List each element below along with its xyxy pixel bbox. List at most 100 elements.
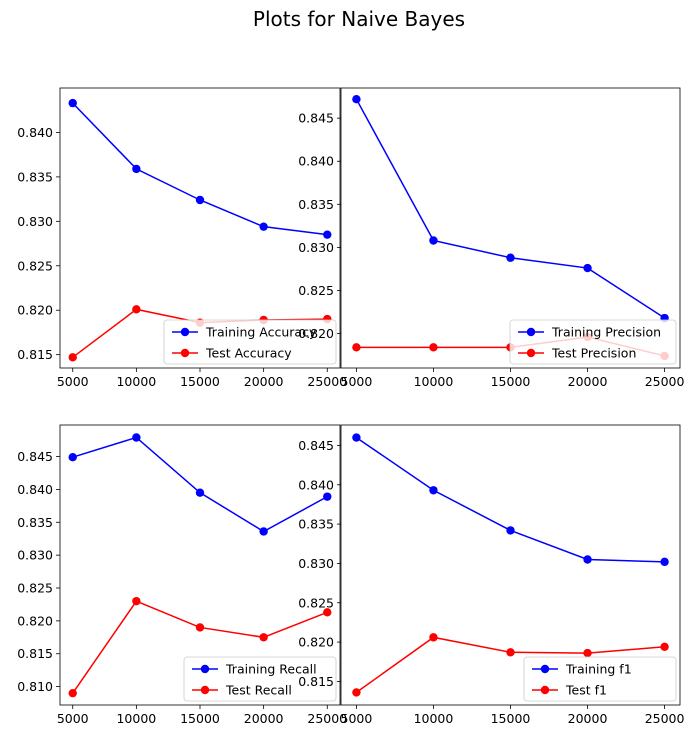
legend-marker xyxy=(200,685,210,695)
series-line-training xyxy=(72,102,328,236)
x-tick-label: 5000 xyxy=(57,711,89,726)
x-tick-label: 20000 xyxy=(568,711,608,726)
data-point xyxy=(429,236,438,245)
figure-title: Plots for Naive Bayes xyxy=(253,7,465,31)
y-tick-label: 0.845 xyxy=(17,449,53,464)
y-tick-label: 0.835 xyxy=(298,517,334,532)
subplots-container: 5000 10000 15000 20000 25000 0.815 0.820 0.825 0… xyxy=(17,87,685,726)
legend-box xyxy=(523,656,677,702)
y-tick-label: 0.815 xyxy=(17,646,53,661)
legend-marker xyxy=(526,327,536,337)
x-tick-label: 10000 xyxy=(116,374,156,389)
y-tick-label: 0.840 xyxy=(17,482,53,497)
y-tick-label: 0.830 xyxy=(298,556,334,571)
y-tick-label: 0.830 xyxy=(17,214,53,229)
data-point xyxy=(660,642,669,651)
data-point xyxy=(132,433,141,442)
x-tick-label: 10000 xyxy=(414,374,454,389)
legend: Training Recall Test Recall xyxy=(183,656,337,702)
legend-label: Test Recall xyxy=(225,683,292,698)
legend-marker xyxy=(200,664,210,674)
series-line-training xyxy=(72,436,328,533)
data-point xyxy=(583,263,592,273)
subplot-1: 5000 10000 15000 20000 25000 0.815 0.820 0.825 0… xyxy=(17,87,347,389)
x-tick-label: 5000 xyxy=(341,374,373,389)
x-tick-label: 5000 xyxy=(341,711,373,726)
legend-label: Training Precision xyxy=(551,325,661,340)
x-tick-label: 25000 xyxy=(645,711,685,726)
data-point xyxy=(68,353,77,362)
legend-box xyxy=(163,319,337,365)
x-tick-label: 25000 xyxy=(645,374,685,389)
data-point xyxy=(259,633,268,642)
y-tick-label: 0.830 xyxy=(17,548,53,563)
x-tick-label: 5000 xyxy=(57,374,89,389)
legend-label: Training Accuracy xyxy=(205,325,317,340)
data-point xyxy=(259,527,268,536)
y-tick-label: 0.825 xyxy=(298,595,334,610)
y-tick-label: 0.845 xyxy=(298,438,334,453)
y-tick-label: 0.845 xyxy=(298,111,334,126)
data-point xyxy=(323,608,332,617)
y-tick-label: 0.815 xyxy=(298,674,334,689)
legend-label: Test Precision xyxy=(551,346,636,361)
y-tick-label: 0.825 xyxy=(298,283,334,298)
data-point xyxy=(195,623,205,632)
data-point xyxy=(429,633,438,642)
x-tick-label: 15000 xyxy=(491,711,531,726)
legend-box xyxy=(509,319,677,365)
x-tick-label: 20000 xyxy=(244,374,284,389)
y-tick-label: 0.820 xyxy=(298,326,334,341)
data-point xyxy=(352,343,361,352)
data-point xyxy=(323,492,332,501)
y-tick-label: 0.835 xyxy=(17,515,53,530)
data-point xyxy=(132,596,141,606)
legend-marker xyxy=(540,664,550,674)
data-point xyxy=(132,164,141,174)
data-point xyxy=(506,526,515,535)
subplot-2: 5000 10000 15000 20000 25000 0.820 0.825 0.830 0… xyxy=(298,87,685,389)
x-tick-label: 25000 xyxy=(307,711,347,726)
data-point xyxy=(68,453,77,462)
y-tick-label: 0.835 xyxy=(17,169,53,184)
y-tick-label: 0.820 xyxy=(298,635,334,650)
data-point xyxy=(195,195,205,205)
legend-box xyxy=(183,656,337,702)
data-point xyxy=(195,488,205,497)
legend-marker xyxy=(180,327,190,337)
data-point xyxy=(583,648,592,658)
y-tick-label: 0.840 xyxy=(298,154,334,169)
x-tick-label: 15000 xyxy=(180,374,220,389)
y-tick-label: 0.820 xyxy=(17,303,53,318)
legend: Training f1 Test f1 xyxy=(523,656,677,702)
legend: Training Accuracy Test Accuracy xyxy=(163,319,337,365)
series-line-training xyxy=(355,98,665,319)
data-point xyxy=(259,222,268,231)
legend-label: Training f1 xyxy=(565,662,632,677)
data-point xyxy=(429,486,438,495)
x-tick-label: 15000 xyxy=(180,711,220,726)
y-tick-label: 0.820 xyxy=(17,613,53,628)
data-point xyxy=(352,688,361,697)
legend-label: Test Accuracy xyxy=(205,346,292,361)
data-point xyxy=(68,688,77,698)
data-point xyxy=(506,648,515,657)
x-tick-label: 20000 xyxy=(244,711,284,726)
legend-label: Training Recall xyxy=(225,662,317,677)
data-point xyxy=(660,557,669,567)
legend: Training Precision Test Precision xyxy=(509,319,677,365)
data-point xyxy=(68,98,77,108)
data-point xyxy=(352,95,361,104)
legend-label: Test f1 xyxy=(565,683,607,698)
y-tick-label: 0.835 xyxy=(298,197,334,212)
legend-marker xyxy=(180,348,190,358)
y-tick-label: 0.840 xyxy=(298,477,334,492)
y-tick-label: 0.810 xyxy=(17,679,53,694)
x-tick-label: 15000 xyxy=(491,374,531,389)
subplot-3: 5000 10000 15000 20000 25000 0.810 0.815 0.820 0… xyxy=(17,424,347,726)
data-point xyxy=(352,433,361,442)
series-line-training xyxy=(355,436,665,563)
x-tick-label: 20000 xyxy=(568,374,608,389)
x-tick-label: 25000 xyxy=(307,374,347,389)
